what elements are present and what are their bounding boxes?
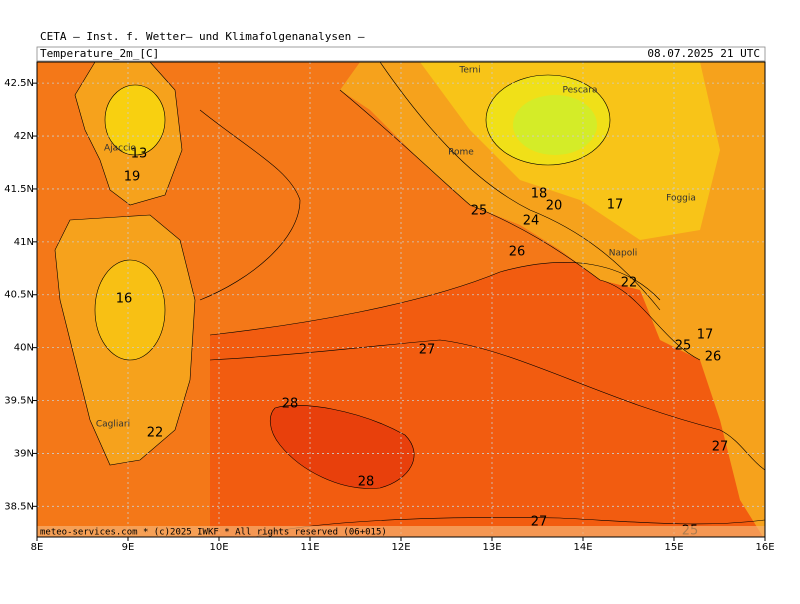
lon-tick-label: 16E [755,542,774,553]
source-title: CETA — Inst. f. Wetter— und Klimafolgena… [40,30,365,43]
lat-tick-label: 41.5N [4,184,34,195]
contour-label: 24 [523,214,540,229]
title-box [36,46,766,62]
contour-line [54,214,196,466]
map-area: 1319162218202425172622272828172526272725… [37,62,765,538]
lat-tick-label: 40N [14,343,34,354]
contour-label: 22 [621,276,638,291]
footer: meteo-services.com * (c)2025 IWKF * All … [40,528,387,538]
contour-label: 17 [697,328,714,343]
contour-label: 28 [358,475,375,490]
lon-tick-label: 9E [122,542,135,553]
contour-line [94,259,166,361]
contour-line [74,62,183,206]
lat-tick-label: 38.5N [4,501,34,512]
lat-tick-label: 40.5N [4,290,34,301]
contour-line [209,262,661,336]
contour-line [379,62,661,311]
contour-label: 22 [147,426,164,441]
lon-tick-label: 10E [209,542,228,553]
lon-tick-label: 11E [300,542,319,553]
contour-line [199,109,301,301]
place-name: Napoli [609,249,637,259]
lat-tick-label: 41N [14,237,34,248]
contour-line [209,339,765,471]
grid [37,62,765,537]
contour-line [485,74,611,166]
contour-label: 20 [546,199,563,214]
labels: 1319162218202425172622272828172526272725… [96,66,729,538]
contour-label: 27 [419,343,436,358]
lon-tick-label: 13E [482,542,501,553]
contour-label: 19 [124,170,141,185]
contour-label: 27 [531,515,548,530]
highland-peak [513,95,597,155]
contour-label: 16 [116,292,133,307]
valid-time: 08.07.2025 21 UTC [647,47,760,60]
place-name: Pescara [562,86,597,96]
variable-title: Temperature_2m_[C] [40,47,159,60]
contour-label: 26 [705,350,722,365]
lon-tick-label: 14E [573,542,592,553]
axes: 8E 9E 10E 11E 12E 13E 14E 15E 16E 38.5N 39N 39.5N 40… [4,78,774,553]
contour-line [339,89,701,361]
sardinia-high [95,260,165,360]
contour-label: 27 [712,440,729,455]
lat-tick-label: 39.5N [4,396,34,407]
contour-label: 25 [471,204,488,219]
place-name: Foggia [666,194,696,204]
contour-label: 28 [282,397,299,412]
contour-label: 25 [675,339,692,354]
place-name: Rome [448,148,474,158]
lon-tick-label: 8E [31,542,44,553]
contour-label: 17 [607,198,624,213]
contour-line [104,84,166,156]
lat-tick-label: 42N [14,131,34,142]
hot-sea [270,405,415,489]
corsica-high [105,85,165,155]
contour-label: 26 [509,245,526,260]
lon-tick-label: 15E [664,542,683,553]
place-name: Ajaccio [104,144,137,154]
place-name: Cagliari [96,420,130,430]
lat-tick-label: 42.5N [4,78,34,89]
footer-strip [37,526,765,537]
lat-tick-label: 39N [14,448,34,459]
place-name: Terni [458,66,480,76]
lon-tick-label: 12E [391,542,410,553]
contour-label: 18 [531,187,548,202]
contour-label: 13 [131,147,148,162]
contour-line [270,405,415,489]
